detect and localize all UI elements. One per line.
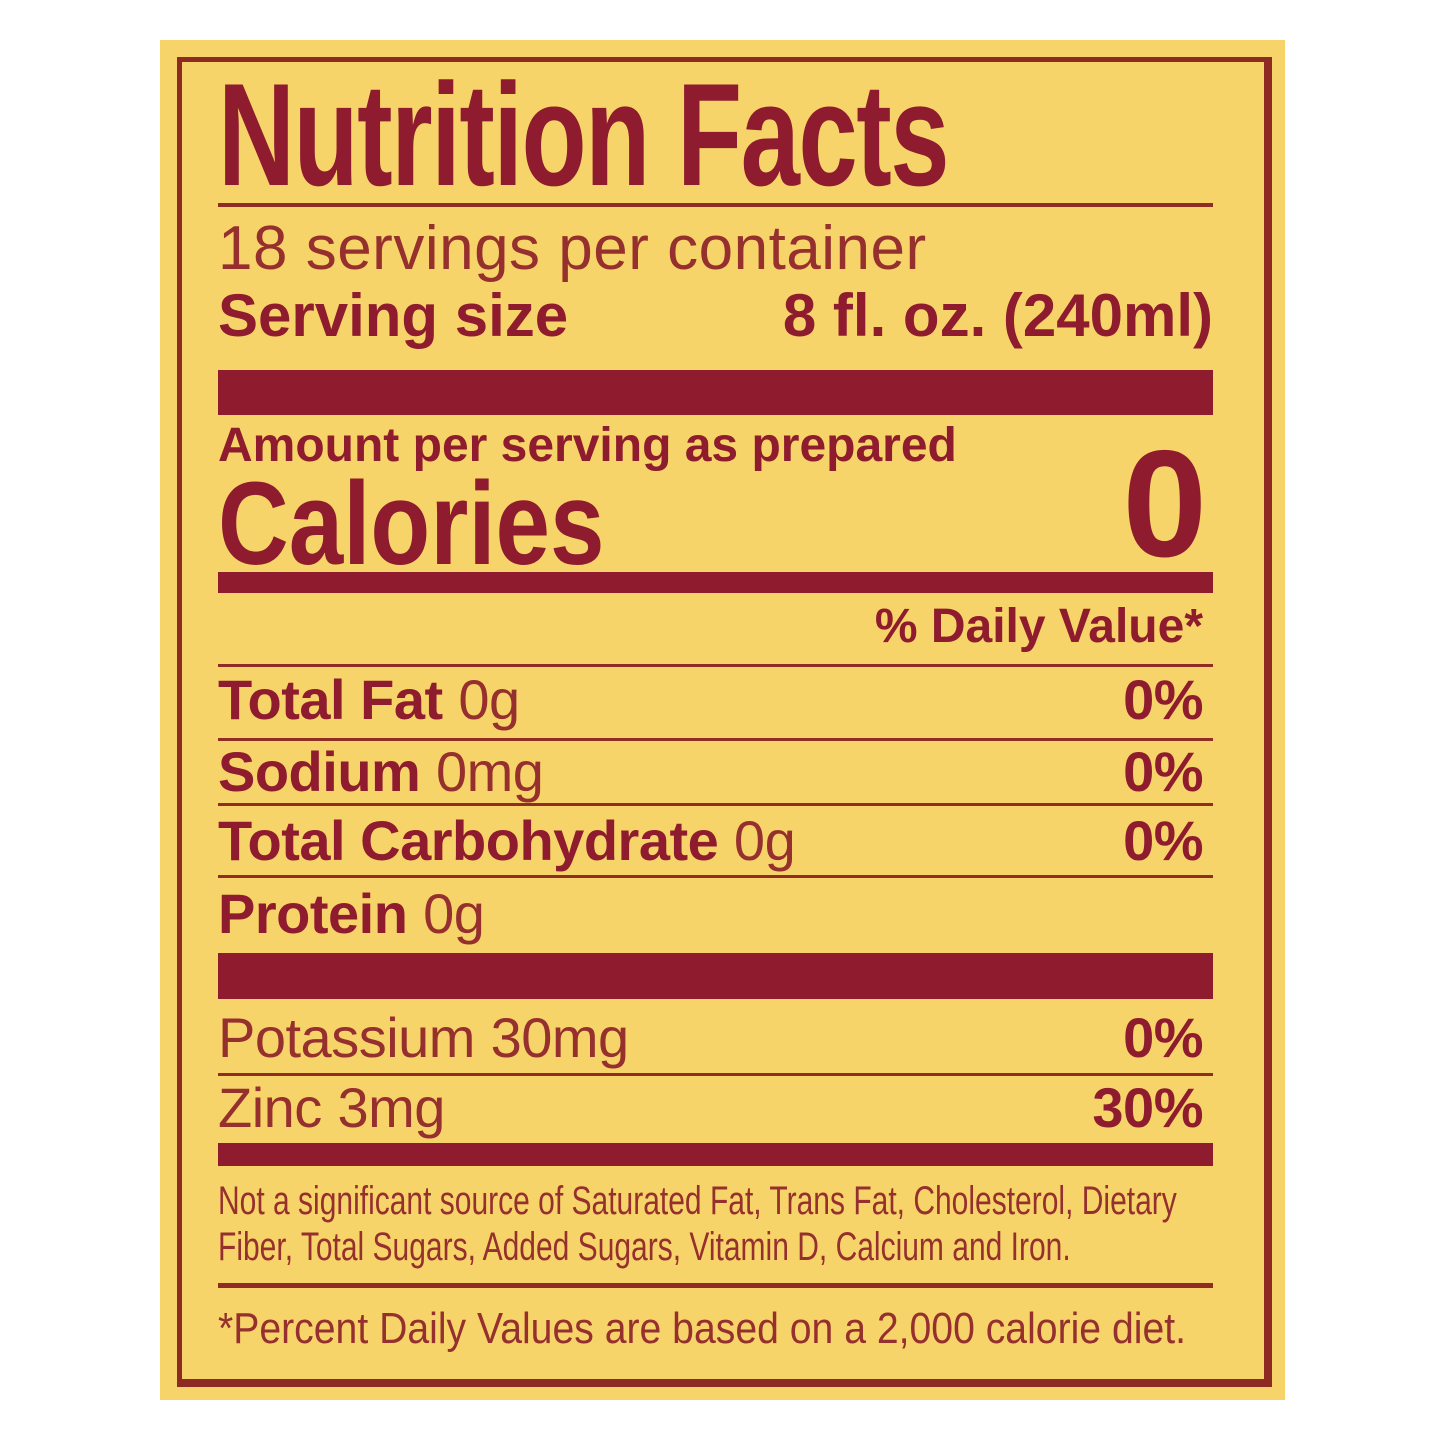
label-title: Nutrition Facts	[218, 53, 950, 216]
mineral-name: Zinc	[218, 1076, 322, 1139]
mineral-daily-value: 30%	[1092, 1076, 1203, 1139]
nutrient-daily-value: 0%	[1123, 809, 1203, 872]
nutrient-daily-value: 0%	[1123, 740, 1203, 803]
mineral-row-potassium: Potassium 30mg 0%	[218, 1010, 1213, 1066]
mineral-name-amount: Zinc 3mg	[218, 1080, 445, 1136]
nutrient-row-sodium: Sodium 0mg 0%	[218, 744, 1213, 800]
nutrient-name-amount: Protein 0g	[218, 886, 485, 942]
mineral-name: Potassium	[218, 1006, 475, 1069]
row-divider	[218, 1073, 1213, 1076]
calories-divider-bar	[218, 572, 1213, 593]
nutrient-name: Sodium	[218, 740, 421, 803]
label-content: Nutrition Facts 18 servings per containe…	[218, 40, 1213, 1400]
row-divider	[218, 803, 1213, 806]
nutrient-daily-value: 0%	[1123, 668, 1203, 731]
calories-label: Calories	[218, 458, 605, 590]
nutrient-row-total-carbohydrate: Total Carbohydrate 0g 0%	[218, 813, 1213, 869]
nutrient-amount: 0g	[423, 882, 485, 945]
mineral-daily-value: 0%	[1123, 1006, 1203, 1069]
row-divider	[218, 738, 1213, 741]
mineral-row-zinc: Zinc 3mg 30%	[218, 1080, 1213, 1136]
row-divider	[218, 664, 1213, 667]
nutrient-name-amount: Sodium 0mg	[218, 744, 544, 800]
nutrient-name: Total Carbohydrate	[218, 809, 719, 872]
serving-size-label: Serving size	[218, 282, 569, 349]
nutrient-amount: 0g	[458, 668, 520, 731]
percent-daily-value-footnote: *Percent Daily Values are based on a 2,0…	[218, 1304, 1186, 1353]
nutrient-name-amount: Total Carbohydrate 0g	[218, 813, 796, 869]
thick-divider-bar-top	[218, 370, 1213, 415]
thick-divider-bar-bottom	[218, 1143, 1213, 1166]
nutrition-facts-label: Nutrition Facts 18 servings per containe…	[160, 40, 1285, 1400]
not-significant-source-text: Not a significant source of Saturated Fa…	[218, 1179, 1177, 1269]
mineral-amount: 30mg	[490, 1006, 630, 1069]
row-divider	[218, 875, 1213, 878]
nutrient-row-total-fat: Total Fat 0g 0%	[218, 672, 1213, 728]
servings-per-container: 18 servings per container	[218, 214, 927, 283]
footnote-divider	[218, 1283, 1213, 1288]
calories-value: 0	[1122, 419, 1207, 589]
nutrient-amount: 0mg	[436, 740, 544, 803]
mineral-amount: 3mg	[337, 1076, 445, 1139]
mineral-name-amount: Potassium 30mg	[218, 1010, 629, 1066]
nutrient-row-protein: Protein 0g	[218, 886, 1213, 942]
thick-divider-bar-middle	[218, 953, 1213, 999]
serving-size-value: 8 fl. oz. (240ml)	[782, 282, 1213, 349]
nutrient-name: Total Fat	[218, 668, 443, 731]
nutrient-name: Protein	[218, 882, 408, 945]
title-divider	[218, 203, 1213, 207]
nutrient-name-amount: Total Fat 0g	[218, 672, 520, 728]
nutrient-amount: 0g	[733, 809, 796, 872]
serving-size-row: Serving size 8 fl. oz. (240ml)	[218, 286, 1213, 346]
daily-value-header: % Daily Value*	[874, 600, 1203, 653]
amount-per-serving: Amount per serving as prepared	[218, 419, 957, 472]
